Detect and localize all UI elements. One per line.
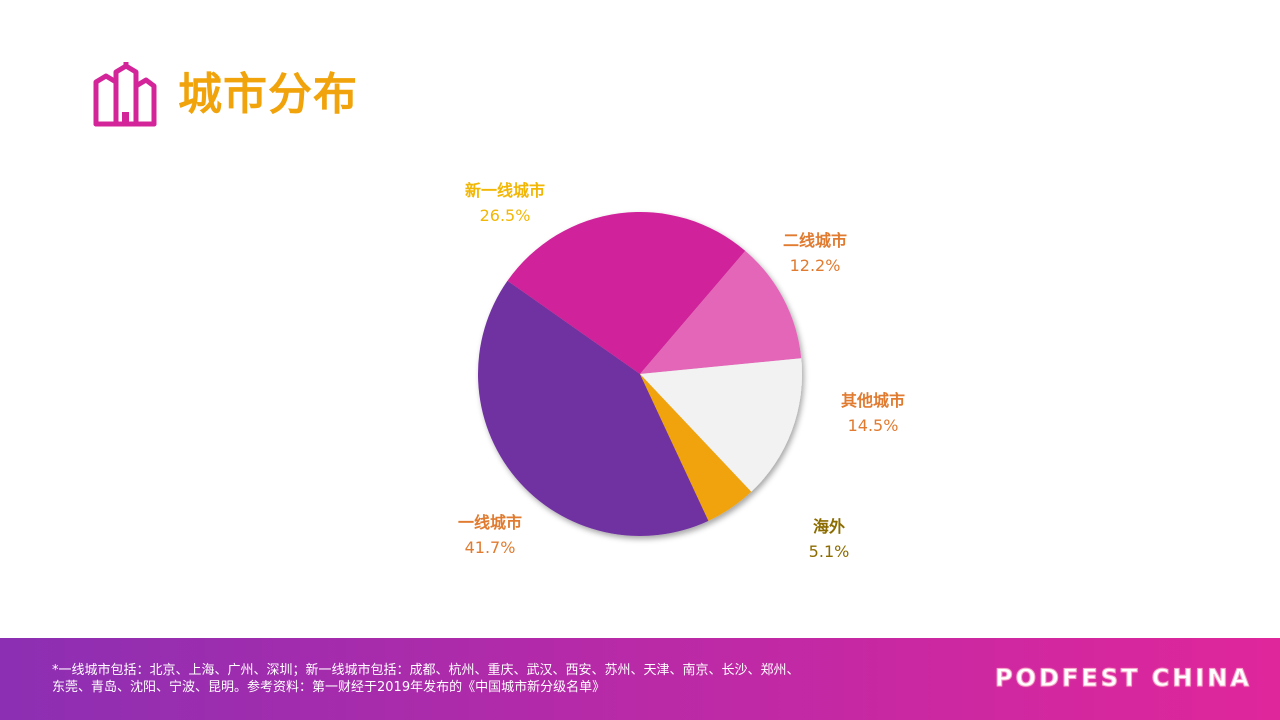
slice-value-label: 26.5% bbox=[480, 206, 531, 225]
city-distribution-pie-chart: 一线城市 41.7% 新一线城市 26.5% 二线城市 12.2% 其他城市 14.5% 海外 5… bbox=[458, 181, 905, 561]
footnote: *一线城市包括：北京、上海、广州、深圳；新一线城市包括：成都、杭州、重庆、武汉、… bbox=[52, 662, 912, 696]
footnote-line-1: *一线城市包括：北京、上海、广州、深圳；新一线城市包括：成都、杭州、重庆、武汉、… bbox=[52, 663, 800, 678]
slice-value-label: 12.2% bbox=[790, 256, 841, 275]
footer-bar: *一线城市包括：北京、上海、广州、深圳；新一线城市包括：成都、杭州、重庆、武汉、… bbox=[0, 638, 1280, 720]
slice-value-label: 14.5% bbox=[848, 416, 899, 435]
footnote-line-2: 东莞、青岛、沈阳、宁波、昆明。参考资料：第一财经于2019年发布的《中国城市新分… bbox=[52, 680, 606, 695]
slice-label: 二线城市 bbox=[783, 231, 847, 250]
page-title: 城市分布 bbox=[178, 69, 358, 120]
slice-value-label: 5.1% bbox=[809, 542, 850, 561]
brand-logo-text: PODFEST CHINA bbox=[994, 664, 1252, 693]
pie-slice bbox=[478, 280, 709, 536]
pie-slice bbox=[640, 374, 752, 521]
pie-slice bbox=[507, 211, 746, 374]
slice-label: 其他城市 bbox=[841, 391, 905, 410]
slice-label: 海外 bbox=[813, 517, 845, 536]
city-buildings-icon bbox=[93, 62, 157, 127]
slice-label: 新一线城市 bbox=[465, 181, 545, 200]
pie-slice bbox=[640, 358, 803, 492]
slice-value-label: 41.7% bbox=[465, 538, 516, 557]
slice-label: 一线城市 bbox=[458, 513, 522, 532]
page-header: 城市分布 bbox=[92, 62, 358, 128]
pie-slice bbox=[640, 250, 802, 374]
